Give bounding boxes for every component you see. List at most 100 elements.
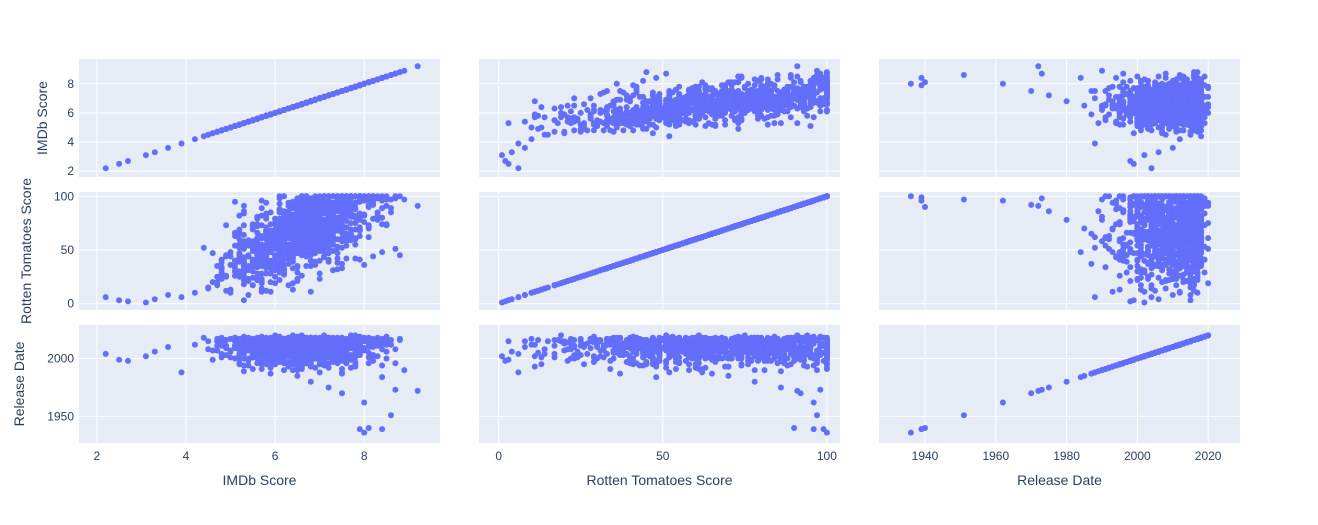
data-point [751,76,758,83]
data-point [294,210,301,217]
data-point [771,102,778,109]
data-point [396,252,403,259]
data-point [1152,98,1159,105]
data-point [640,99,647,106]
data-point [316,213,323,220]
data-point [1045,92,1052,99]
data-point [604,88,610,94]
data-point [656,112,663,119]
data-point [571,95,578,102]
data-point [587,95,594,102]
data-point [356,193,363,200]
data-point [1113,120,1120,127]
data-point [620,127,627,134]
data-point [1028,88,1035,94]
data-point [666,115,673,122]
data-point [321,249,328,256]
data-point [312,220,319,227]
data-point [1187,121,1194,128]
data-point [383,222,390,229]
data-point [379,249,386,256]
data-point [272,215,279,222]
data-point [1145,109,1151,116]
data-point [281,233,287,239]
data-point [1162,91,1169,97]
data-point [1127,77,1134,84]
data-point [1127,93,1134,100]
data-point [499,299,505,306]
data-point [361,211,368,218]
data-point [209,250,216,257]
data-point [630,92,637,99]
data-point [258,197,265,204]
data-point [254,244,261,251]
data-point [787,114,794,121]
data-point [1166,108,1173,115]
data-point [1176,127,1183,134]
data-point [643,69,650,76]
data-point [325,207,332,214]
data-point [263,265,270,272]
data-point [960,72,967,78]
data-point [258,205,265,212]
data-point [263,248,270,254]
data-point [325,241,332,248]
data-point [281,269,287,276]
data-point [807,99,814,106]
data-point [307,288,314,295]
data-point [307,201,314,208]
data-point [676,92,683,99]
data-point [289,230,296,237]
data-point [1120,115,1127,122]
data-point [735,88,742,94]
data-point [620,89,627,96]
data-point [610,114,617,121]
data-point [236,212,243,219]
data-point [531,98,538,105]
data-point [613,96,620,103]
data-point [1173,104,1180,111]
data-point [236,226,243,233]
data-point [528,136,535,143]
data-point [804,112,811,119]
data-point [577,128,584,135]
data-point [218,256,225,263]
data-point [584,127,591,134]
data-point [1173,76,1180,83]
data-point [1162,70,1169,77]
data-point [1187,131,1194,138]
data-point [571,102,578,109]
data-point [316,194,323,201]
data-point [1148,127,1155,134]
data-point [653,93,660,100]
data-point [249,226,256,233]
data-point [254,115,261,122]
data-point [620,120,627,127]
data-point [1141,76,1148,83]
data-point [521,118,528,125]
data-point [125,158,131,164]
data-point [298,245,305,252]
data-point [1201,114,1208,121]
data-point [538,124,545,131]
data-point [643,109,650,116]
data-point [267,221,274,228]
data-point [817,82,824,89]
data-point [1099,102,1105,109]
data-point [1130,130,1137,137]
data-point [810,89,817,96]
data-point [303,193,310,200]
data-point [316,275,323,282]
data-point [810,114,817,121]
data-point [361,261,368,268]
data-point [414,63,421,70]
data-point [1194,109,1201,116]
data-point [594,121,601,128]
data-point [178,140,185,147]
data-point [276,223,283,230]
data-point [712,123,719,129]
data-point [797,98,804,105]
data-point [383,73,390,80]
subplot-imdb-vs-rt [479,59,840,177]
data-point [814,72,820,78]
